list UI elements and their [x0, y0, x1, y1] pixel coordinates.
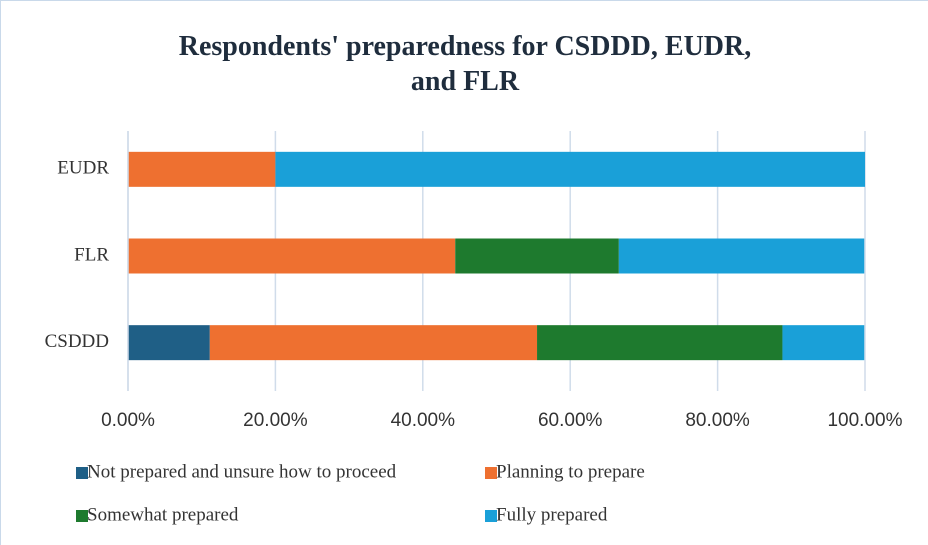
- legend-swatch: [485, 510, 497, 522]
- x-tick-label: 40.00%: [391, 410, 456, 431]
- bar-segment: [128, 238, 456, 274]
- x-tick-label: 60.00%: [538, 410, 603, 431]
- x-tick-label: 80.00%: [685, 410, 750, 431]
- x-tick-label: 100.00%: [827, 410, 902, 431]
- legend-label: Not prepared and unsure how to proceed: [87, 461, 397, 482]
- bar-segment: [128, 151, 276, 187]
- legend-label: Planning to prepare: [496, 461, 645, 482]
- y-tick-label: EUDR: [57, 158, 109, 179]
- legend-swatch: [485, 467, 497, 479]
- legend-swatch: [76, 510, 88, 522]
- bar-segment: [128, 325, 210, 361]
- legend-label: Somewhat prepared: [87, 504, 239, 525]
- bar-segment: [782, 325, 865, 361]
- chart-title: Respondents' preparedness for CSDDD, EUD…: [178, 31, 752, 97]
- y-tick-label: CSDDD: [45, 331, 109, 352]
- bar-segment: [209, 325, 538, 361]
- x-tick-label: 20.00%: [243, 410, 308, 431]
- bar-segment: [455, 238, 619, 274]
- legend-label: Fully prepared: [496, 504, 608, 525]
- x-tick-label: 0.00%: [101, 410, 155, 431]
- bar-segment: [275, 151, 865, 187]
- y-tick-label: FLR: [74, 244, 109, 265]
- bar-segment: [618, 238, 865, 274]
- bar-segment: [537, 325, 783, 361]
- legend-swatch: [76, 467, 88, 479]
